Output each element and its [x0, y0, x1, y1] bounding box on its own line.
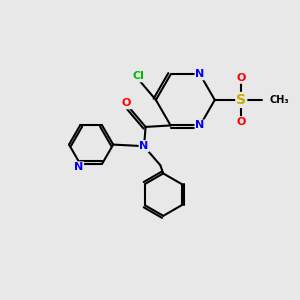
Text: N: N: [74, 162, 83, 172]
Text: O: O: [122, 98, 131, 108]
Text: CH₃: CH₃: [269, 95, 289, 105]
Text: N: N: [195, 69, 205, 80]
Text: O: O: [237, 73, 246, 83]
Text: N: N: [140, 141, 149, 151]
Text: S: S: [236, 93, 246, 107]
Text: Cl: Cl: [132, 71, 144, 81]
Text: O: O: [237, 117, 246, 127]
Text: N: N: [195, 120, 205, 130]
